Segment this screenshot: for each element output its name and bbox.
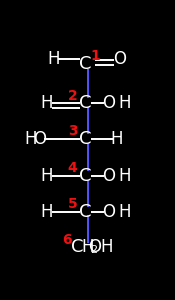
Text: O: O bbox=[102, 167, 115, 185]
Text: H: H bbox=[41, 94, 53, 112]
Text: OH: OH bbox=[89, 238, 114, 256]
Text: H: H bbox=[47, 50, 60, 68]
Text: H: H bbox=[119, 202, 131, 220]
Text: O: O bbox=[33, 130, 46, 148]
Text: 3: 3 bbox=[68, 124, 78, 138]
Text: 2: 2 bbox=[90, 245, 97, 255]
Text: 1: 1 bbox=[90, 49, 100, 63]
Text: H: H bbox=[119, 167, 131, 185]
Text: H: H bbox=[119, 94, 131, 112]
Text: H: H bbox=[111, 130, 123, 148]
Text: H: H bbox=[82, 238, 94, 256]
Text: H: H bbox=[41, 167, 53, 185]
Text: O: O bbox=[102, 94, 115, 112]
Text: 6: 6 bbox=[62, 233, 72, 247]
Text: 5: 5 bbox=[68, 197, 78, 211]
Text: H: H bbox=[25, 130, 37, 148]
Text: 2: 2 bbox=[68, 88, 78, 103]
Text: C: C bbox=[79, 130, 91, 148]
Text: O: O bbox=[102, 202, 115, 220]
Text: H: H bbox=[41, 202, 53, 220]
Text: 4: 4 bbox=[68, 161, 78, 176]
Text: O: O bbox=[113, 50, 126, 68]
Text: C: C bbox=[79, 55, 91, 73]
Text: C: C bbox=[79, 167, 91, 185]
Text: C: C bbox=[79, 202, 91, 220]
Text: C: C bbox=[71, 238, 83, 256]
Text: C: C bbox=[79, 94, 91, 112]
